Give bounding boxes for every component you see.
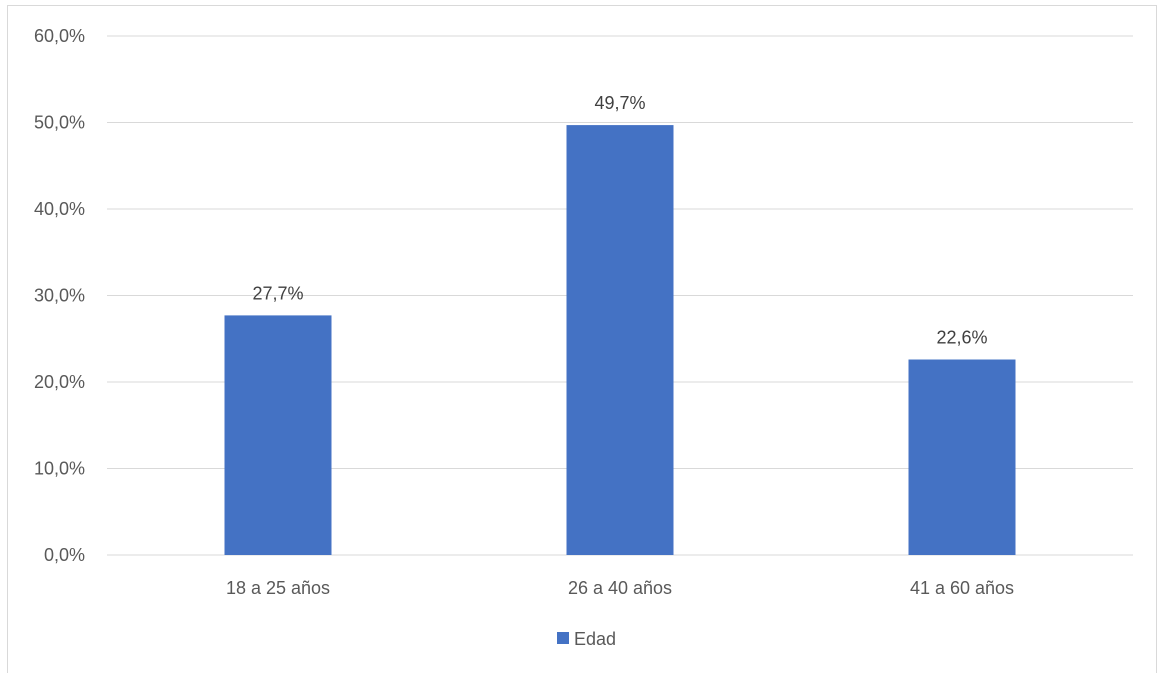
legend-swatch-edad [557,632,569,644]
data-label-2: 22,6% [936,328,987,348]
y-tick-label: 10,0% [34,459,85,479]
y-tick-label: 30,0% [34,286,85,306]
x-axis-tick-labels: 18 a 25 años 26 a 40 años 41 a 60 años [226,578,1014,598]
chart-frame [7,5,1157,673]
x-tick-label-2: 41 a 60 años [910,578,1014,598]
y-tick-label: 60,0% [34,26,85,46]
x-tick-label-1: 26 a 40 años [568,578,672,598]
legend: Edad [557,629,616,649]
bar-1 [566,125,674,555]
data-label-0: 27,7% [252,283,303,303]
data-label-1: 49,7% [594,93,645,113]
y-tick-label: 40,0% [34,199,85,219]
x-tick-label-0: 18 a 25 años [226,578,330,598]
y-tick-label: 0,0% [44,545,85,565]
legend-label-edad: Edad [574,629,616,649]
bars [224,125,1016,555]
bar-2 [908,359,1016,555]
bar-0 [224,315,332,555]
y-tick-label: 50,0% [34,113,85,133]
data-labels: 27,7% 49,7% 22,6% [252,93,987,347]
y-tick-label: 20,0% [34,372,85,392]
y-axis-tick-labels: 0,0% 10,0% 20,0% 30,0% 40,0% 50,0% 60,0% [34,26,85,565]
